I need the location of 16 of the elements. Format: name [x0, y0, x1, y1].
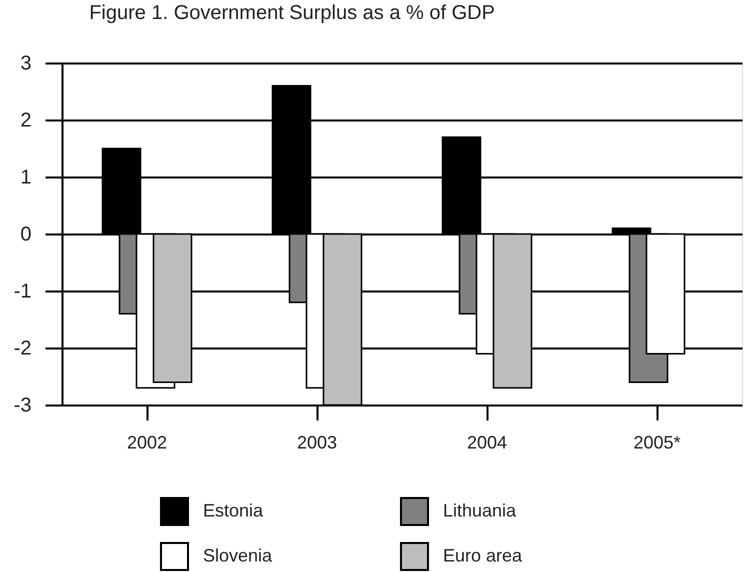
y-tick-label: 0: [20, 224, 32, 246]
legend-label: Lithuania: [443, 500, 518, 520]
y-tick-label: -1: [14, 280, 32, 302]
y-tick-label: 3: [20, 52, 32, 74]
x-tick-label: 2002: [126, 432, 168, 452]
y-tick-label: 2: [20, 110, 32, 132]
y-tick-label: 1: [20, 166, 32, 188]
x-tick-label: 2004: [466, 432, 508, 452]
legend-label: Euro area: [443, 546, 524, 566]
y-tick-label: -3: [14, 394, 32, 416]
y-tick-label: -2: [14, 338, 32, 360]
x-tick-label: 2003: [296, 432, 338, 452]
x-tick-label: 2005*: [633, 432, 681, 452]
chart-title: Figure 1. Government Surplus as a % of GDP: [89, 2, 495, 24]
legend-label: Estonia: [203, 500, 264, 520]
legend-label: Slovenia: [203, 546, 274, 566]
